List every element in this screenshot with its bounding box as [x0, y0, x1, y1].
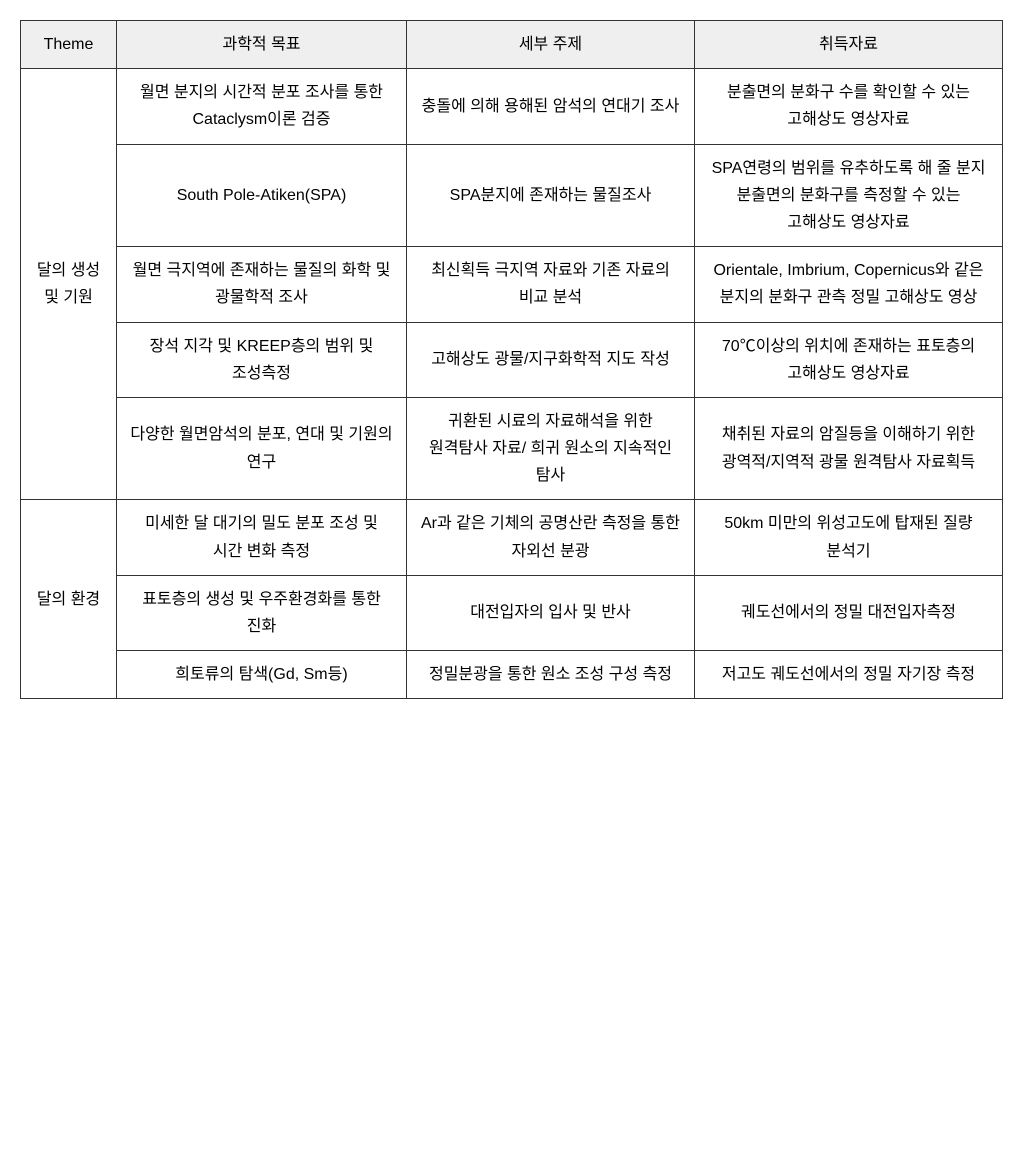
data-cell: 궤도선에서의 정밀 대전입자측정: [695, 575, 1003, 650]
table-row: 표토층의 생성 및 우주환경화를 통한 진화 대전입자의 입사 및 반사 궤도선…: [21, 575, 1003, 650]
header-row: Theme 과학적 목표 세부 주제 취득자료: [21, 21, 1003, 69]
header-theme: Theme: [21, 21, 117, 69]
goal-cell: 다양한 월면암석의 분포, 연대 및 기원의 연구: [117, 397, 407, 500]
data-cell: 채취된 자료의 암질등을 이해하기 위한 광역적/지역적 광물 원격탐사 자료획…: [695, 397, 1003, 500]
topic-cell: SPA분지에 존재하는 물질조사: [407, 144, 695, 247]
topic-cell: 충돌에 의해 용해된 암석의 연대기 조사: [407, 69, 695, 144]
table-header: Theme 과학적 목표 세부 주제 취득자료: [21, 21, 1003, 69]
table-row: 달의 환경 미세한 달 대기의 밀도 분포 조성 및 시간 변화 측정 Ar과 …: [21, 500, 1003, 575]
topic-cell: 고해상도 광물/지구화학적 지도 작성: [407, 322, 695, 397]
goal-cell: 월면 분지의 시간적 분포 조사를 통한 Cataclysm이론 검증: [117, 69, 407, 144]
table-row: 월면 극지역에 존재하는 물질의 화학 및 광물학적 조사 최신획득 극지역 자…: [21, 247, 1003, 322]
goal-cell: 장석 지각 및 KREEP층의 범위 및 조성측정: [117, 322, 407, 397]
goal-cell: South Pole-Atiken(SPA): [117, 144, 407, 247]
data-cell: 분출면의 분화구 수를 확인할 수 있는 고해상도 영상자료: [695, 69, 1003, 144]
goal-cell: 월면 극지역에 존재하는 물질의 화학 및 광물학적 조사: [117, 247, 407, 322]
data-cell: 70℃이상의 위치에 존재하는 표토층의 고해상도 영상자료: [695, 322, 1003, 397]
header-topic: 세부 주제: [407, 21, 695, 69]
data-cell: SPA연령의 범위를 유추하도록 해 줄 분지 분출면의 분화구를 측정할 수 …: [695, 144, 1003, 247]
theme-cell: 달의 생성 및 기원: [21, 69, 117, 500]
table-row: 장석 지각 및 KREEP층의 범위 및 조성측정 고해상도 광물/지구화학적 …: [21, 322, 1003, 397]
topic-cell: Ar과 같은 기체의 공명산란 측정을 통한 자외선 분광: [407, 500, 695, 575]
table-row: South Pole-Atiken(SPA) SPA분지에 존재하는 물질조사 …: [21, 144, 1003, 247]
data-cell: 50km 미만의 위성고도에 탑재된 질량 분석기: [695, 500, 1003, 575]
table-row: 달의 생성 및 기원 월면 분지의 시간적 분포 조사를 통한 Cataclys…: [21, 69, 1003, 144]
goal-cell: 희토류의 탐색(Gd, Sm등): [117, 651, 407, 699]
table-row: 다양한 월면암석의 분포, 연대 및 기원의 연구 귀환된 시료의 자료해석을 …: [21, 397, 1003, 500]
goal-cell: 미세한 달 대기의 밀도 분포 조성 및 시간 변화 측정: [117, 500, 407, 575]
data-cell: Orientale, Imbrium, Copernicus와 같은 분지의 분…: [695, 247, 1003, 322]
header-goal: 과학적 목표: [117, 21, 407, 69]
header-data: 취득자료: [695, 21, 1003, 69]
data-cell: 저고도 궤도선에서의 정밀 자기장 측정: [695, 651, 1003, 699]
table-body: 달의 생성 및 기원 월면 분지의 시간적 분포 조사를 통한 Cataclys…: [21, 69, 1003, 699]
theme-cell: 달의 환경: [21, 500, 117, 699]
topic-cell: 대전입자의 입사 및 반사: [407, 575, 695, 650]
table-row: 희토류의 탐색(Gd, Sm등) 정밀분광을 통한 원소 조성 구성 측정 저고…: [21, 651, 1003, 699]
topic-cell: 정밀분광을 통한 원소 조성 구성 측정: [407, 651, 695, 699]
data-table: Theme 과학적 목표 세부 주제 취득자료 달의 생성 및 기원 월면 분지…: [20, 20, 1003, 699]
topic-cell: 귀환된 시료의 자료해석을 위한 원격탐사 자료/ 희귀 원소의 지속적인 탐사: [407, 397, 695, 500]
topic-cell: 최신획득 극지역 자료와 기존 자료의 비교 분석: [407, 247, 695, 322]
goal-cell: 표토층의 생성 및 우주환경화를 통한 진화: [117, 575, 407, 650]
